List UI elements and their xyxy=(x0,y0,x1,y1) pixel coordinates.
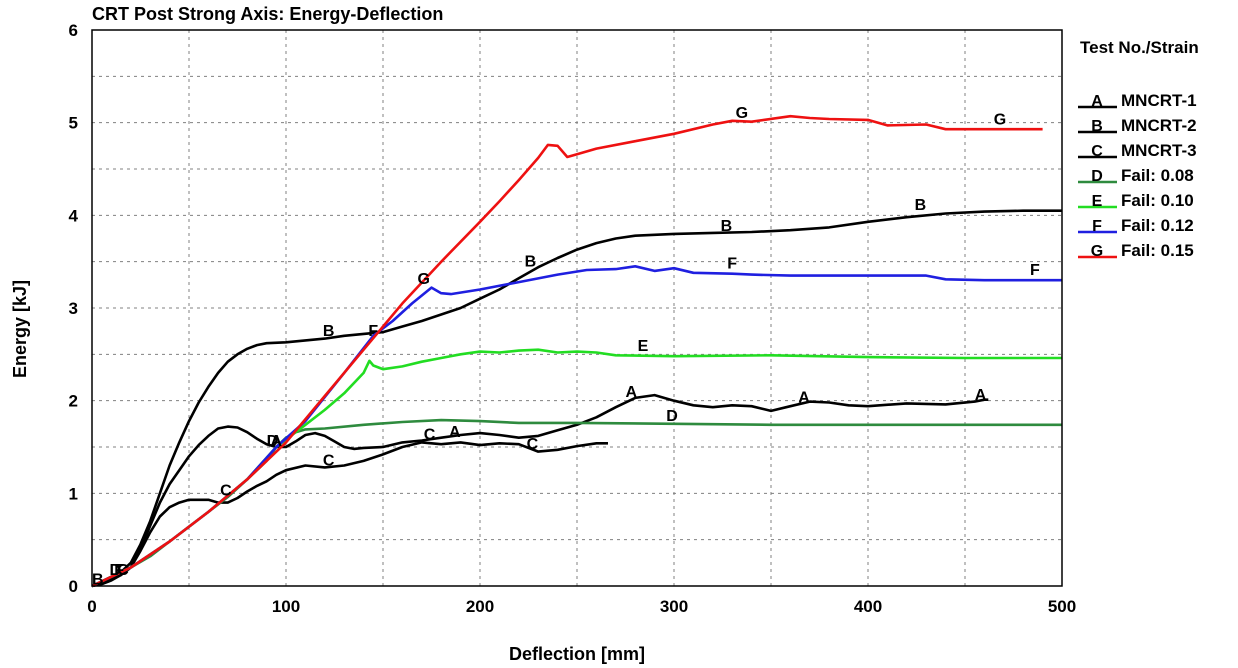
curve-marker-d: D xyxy=(666,408,678,425)
curve-marker-a: A xyxy=(798,390,810,407)
y-tick-labels: 0 1 2 3 4 5 6 xyxy=(69,21,79,596)
curve-marker-c: C xyxy=(220,482,232,499)
legend-marker: C xyxy=(1091,143,1103,160)
curve-marker-b: B xyxy=(323,323,335,340)
curve-marker-c: C xyxy=(527,436,539,453)
legend-marker: F xyxy=(1092,218,1102,235)
series-lines xyxy=(91,114,1062,588)
x-axis-label: Deflection [mm] xyxy=(509,644,645,664)
series-line-a xyxy=(91,393,989,588)
legend-marker: G xyxy=(1091,243,1103,260)
y-tick-label: 4 xyxy=(69,206,79,225)
legend-marker: D xyxy=(1091,168,1103,185)
y-tick-label: 0 xyxy=(69,577,78,596)
series-line-f xyxy=(91,265,1062,588)
curve-marker-d: D xyxy=(267,433,279,450)
curve-marker-c: C xyxy=(117,562,129,579)
legend-title: Test No./Strain xyxy=(1080,38,1199,57)
y-tick-label: 6 xyxy=(69,21,78,40)
x-tick-labels: 0 100 200 300 400 500 xyxy=(87,597,1076,616)
curve-marker-b: B xyxy=(721,218,733,235)
curve-marker-c: C xyxy=(323,453,335,470)
legend-label: Fail: 0.08 xyxy=(1121,166,1194,185)
legend-label: Fail: 0.15 xyxy=(1121,241,1194,260)
series-line-b xyxy=(91,209,1062,588)
x-tick-label: 300 xyxy=(660,597,688,616)
legend-label: Fail: 0.12 xyxy=(1121,216,1194,235)
curve-marker-e: E xyxy=(638,338,649,355)
curve-marker-a: A xyxy=(626,384,638,401)
legend-item: F Fail: 0.12 xyxy=(1078,216,1194,235)
y-tick-label: 5 xyxy=(69,114,78,133)
curve-marker-c: C xyxy=(424,427,436,444)
legend-marker: B xyxy=(1091,118,1103,135)
legend-label: MNCRT-2 xyxy=(1121,116,1197,135)
series-line-c xyxy=(91,441,608,588)
x-tick-label: 100 xyxy=(272,597,300,616)
curve-marker-a: A xyxy=(271,433,283,450)
curve-marker-b: B xyxy=(525,253,537,270)
y-tick-label: 2 xyxy=(69,392,78,411)
grid-lines xyxy=(92,30,1062,586)
y-axis-label: Energy [kJ] xyxy=(10,280,30,378)
curve-marker-g: G xyxy=(736,105,748,122)
x-tick-label: 400 xyxy=(854,597,882,616)
curve-marker-b: B xyxy=(92,571,104,588)
legend-item: C MNCRT-3 xyxy=(1078,141,1197,160)
x-tick-label: 0 xyxy=(87,597,96,616)
curve-marker-f: F xyxy=(727,255,737,272)
legend-label: Fail: 0.10 xyxy=(1121,191,1194,210)
legend-label: MNCRT-1 xyxy=(1121,91,1197,110)
legend-item: E Fail: 0.10 xyxy=(1078,191,1194,210)
x-tick-label: 200 xyxy=(466,597,494,616)
legend-item: B MNCRT-2 xyxy=(1078,116,1197,135)
y-tick-label: 3 xyxy=(69,299,78,318)
legend-label: MNCRT-3 xyxy=(1121,141,1197,160)
curve-marker-f: F xyxy=(368,323,378,340)
plot-frame xyxy=(91,29,1063,587)
chart-title: CRT Post Strong Axis: Energy-Deflection xyxy=(92,4,443,24)
curve-marker-d: D xyxy=(109,562,121,579)
y-tick-label: 1 xyxy=(69,484,78,503)
x-tick-label: 500 xyxy=(1048,597,1076,616)
legend-marker: A xyxy=(1091,93,1103,110)
curve-marker-f: F xyxy=(114,562,124,579)
curve-marker-f: F xyxy=(1030,262,1040,279)
curve-marker-b: B xyxy=(915,197,927,214)
curve-marker-a: A xyxy=(449,424,461,441)
legend-item: G Fail: 0.15 xyxy=(1078,241,1194,260)
curve-marker-a: A xyxy=(975,387,987,404)
curve-marker-g: G xyxy=(994,112,1006,129)
legend: A MNCRT-1 B MNCRT-2 C MNCRT-3 D Fail: 0.08 E Fail… xyxy=(1078,91,1197,260)
curve-marker-g: G xyxy=(418,271,430,288)
series-line-g xyxy=(91,114,1043,588)
legend-item: D Fail: 0.08 xyxy=(1078,166,1194,185)
legend-marker: E xyxy=(1092,193,1103,210)
legend-item: A MNCRT-1 xyxy=(1078,91,1197,110)
